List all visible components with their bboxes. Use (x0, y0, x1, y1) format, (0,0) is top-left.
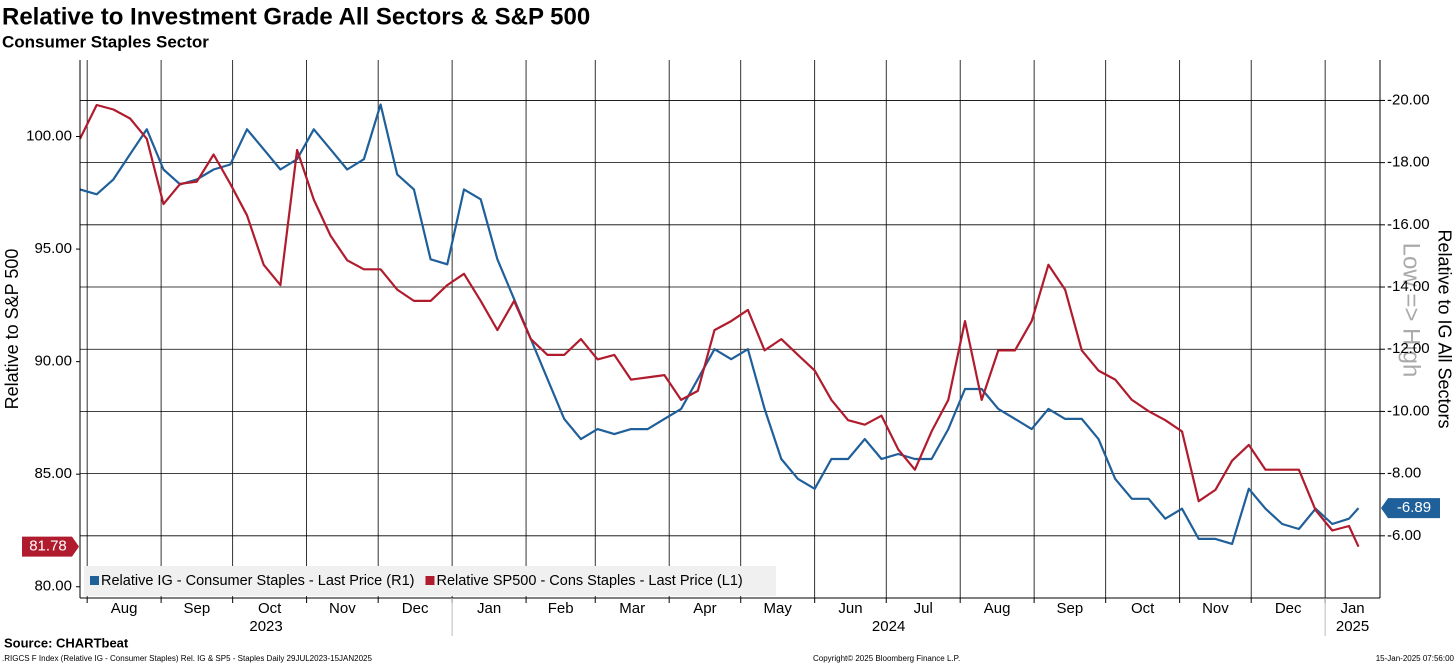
x-tick-label: Oct (1131, 600, 1155, 617)
x-tick-label: Dec (1275, 600, 1302, 617)
year-label: 2024 (872, 618, 905, 635)
plot-lines (79, 103, 1360, 548)
x-tick-label: Dec (402, 600, 429, 617)
x-tick-label: Jun (838, 600, 862, 617)
year-label: 2025 (1336, 618, 1369, 635)
grid (80, 60, 1380, 598)
last-value-label: -6.89 (1397, 499, 1431, 516)
x-tick-label: Jan (1340, 600, 1364, 617)
chart-subtitle: Consumer Staples Sector (2, 32, 209, 51)
y-axis-label: Relative to S&P 500 (2, 249, 22, 410)
source: Source: CHARTbeat (4, 635, 129, 650)
x-tick-label: Jan (477, 600, 501, 617)
y2-tick-label: -6.00 (1387, 527, 1421, 544)
y-tick-label: 85.00 (34, 465, 72, 482)
y2-tick-label: -14.00 (1387, 278, 1430, 295)
x-tick-label: Aug (111, 600, 138, 617)
series-line (79, 103, 1360, 548)
x-tick-label: Nov (329, 600, 356, 617)
chart-title: Relative to Investment Grade All Sectors… (2, 3, 590, 30)
y2-tick-label: -8.00 (1387, 465, 1421, 482)
footnote: .RIGCS F Index (Relative IG - Consumer S… (2, 654, 372, 663)
y2-axis-label: Relative to IG All Sectors (1434, 229, 1454, 428)
last-value-label: 81.78 (29, 538, 67, 555)
y2-tick-label: -20.00 (1387, 91, 1430, 108)
y2-annotation: Low => High (1398, 243, 1425, 378)
timestamp: 15-Jan-2025 07:56:00 (1376, 654, 1455, 663)
legend-swatch (90, 576, 99, 585)
x-tick-label: May (764, 600, 793, 617)
y-tick-label: 95.00 (34, 240, 72, 257)
copyright: Copyright© 2025 Bloomberg Finance L.P. (813, 654, 960, 663)
x-tick-label: Nov (1202, 600, 1229, 617)
x-tick-label: Mar (619, 600, 645, 617)
last-value-tag (22, 536, 79, 557)
x-tick-label: Aug (984, 600, 1011, 617)
x-tick-label: Feb (548, 600, 574, 617)
y-tick-label: 80.00 (34, 578, 72, 595)
y2-tick-label: -16.00 (1387, 216, 1430, 233)
legend-label: Relative SP500 - Cons Staples - Last Pri… (436, 573, 742, 589)
x-tick-label: Oct (258, 600, 282, 617)
y2-tick-label: -10.00 (1387, 402, 1430, 419)
series-line (79, 103, 1360, 545)
year-label: 2023 (249, 618, 282, 635)
last-value-tag (1381, 498, 1440, 519)
legend-label: Relative IG - Consumer Staples - Last Pr… (101, 573, 414, 589)
x-tick-label: Sep (1057, 600, 1084, 617)
legend-swatch (425, 576, 435, 585)
y2-tick-label: -12.00 (1387, 340, 1430, 357)
y2-tick-label: -18.00 (1387, 154, 1430, 171)
y-tick-label: 90.00 (34, 353, 72, 370)
x-tick-label: Sep (184, 600, 211, 617)
x-tick-label: Jul (914, 600, 933, 617)
y-tick-label: 100.00 (26, 128, 72, 145)
overlay: 80.00 85.00 90.00 95.00 100.00 -20.00 -18.00 -1… (22, 91, 1440, 636)
x-tick-label: Apr (693, 600, 716, 617)
